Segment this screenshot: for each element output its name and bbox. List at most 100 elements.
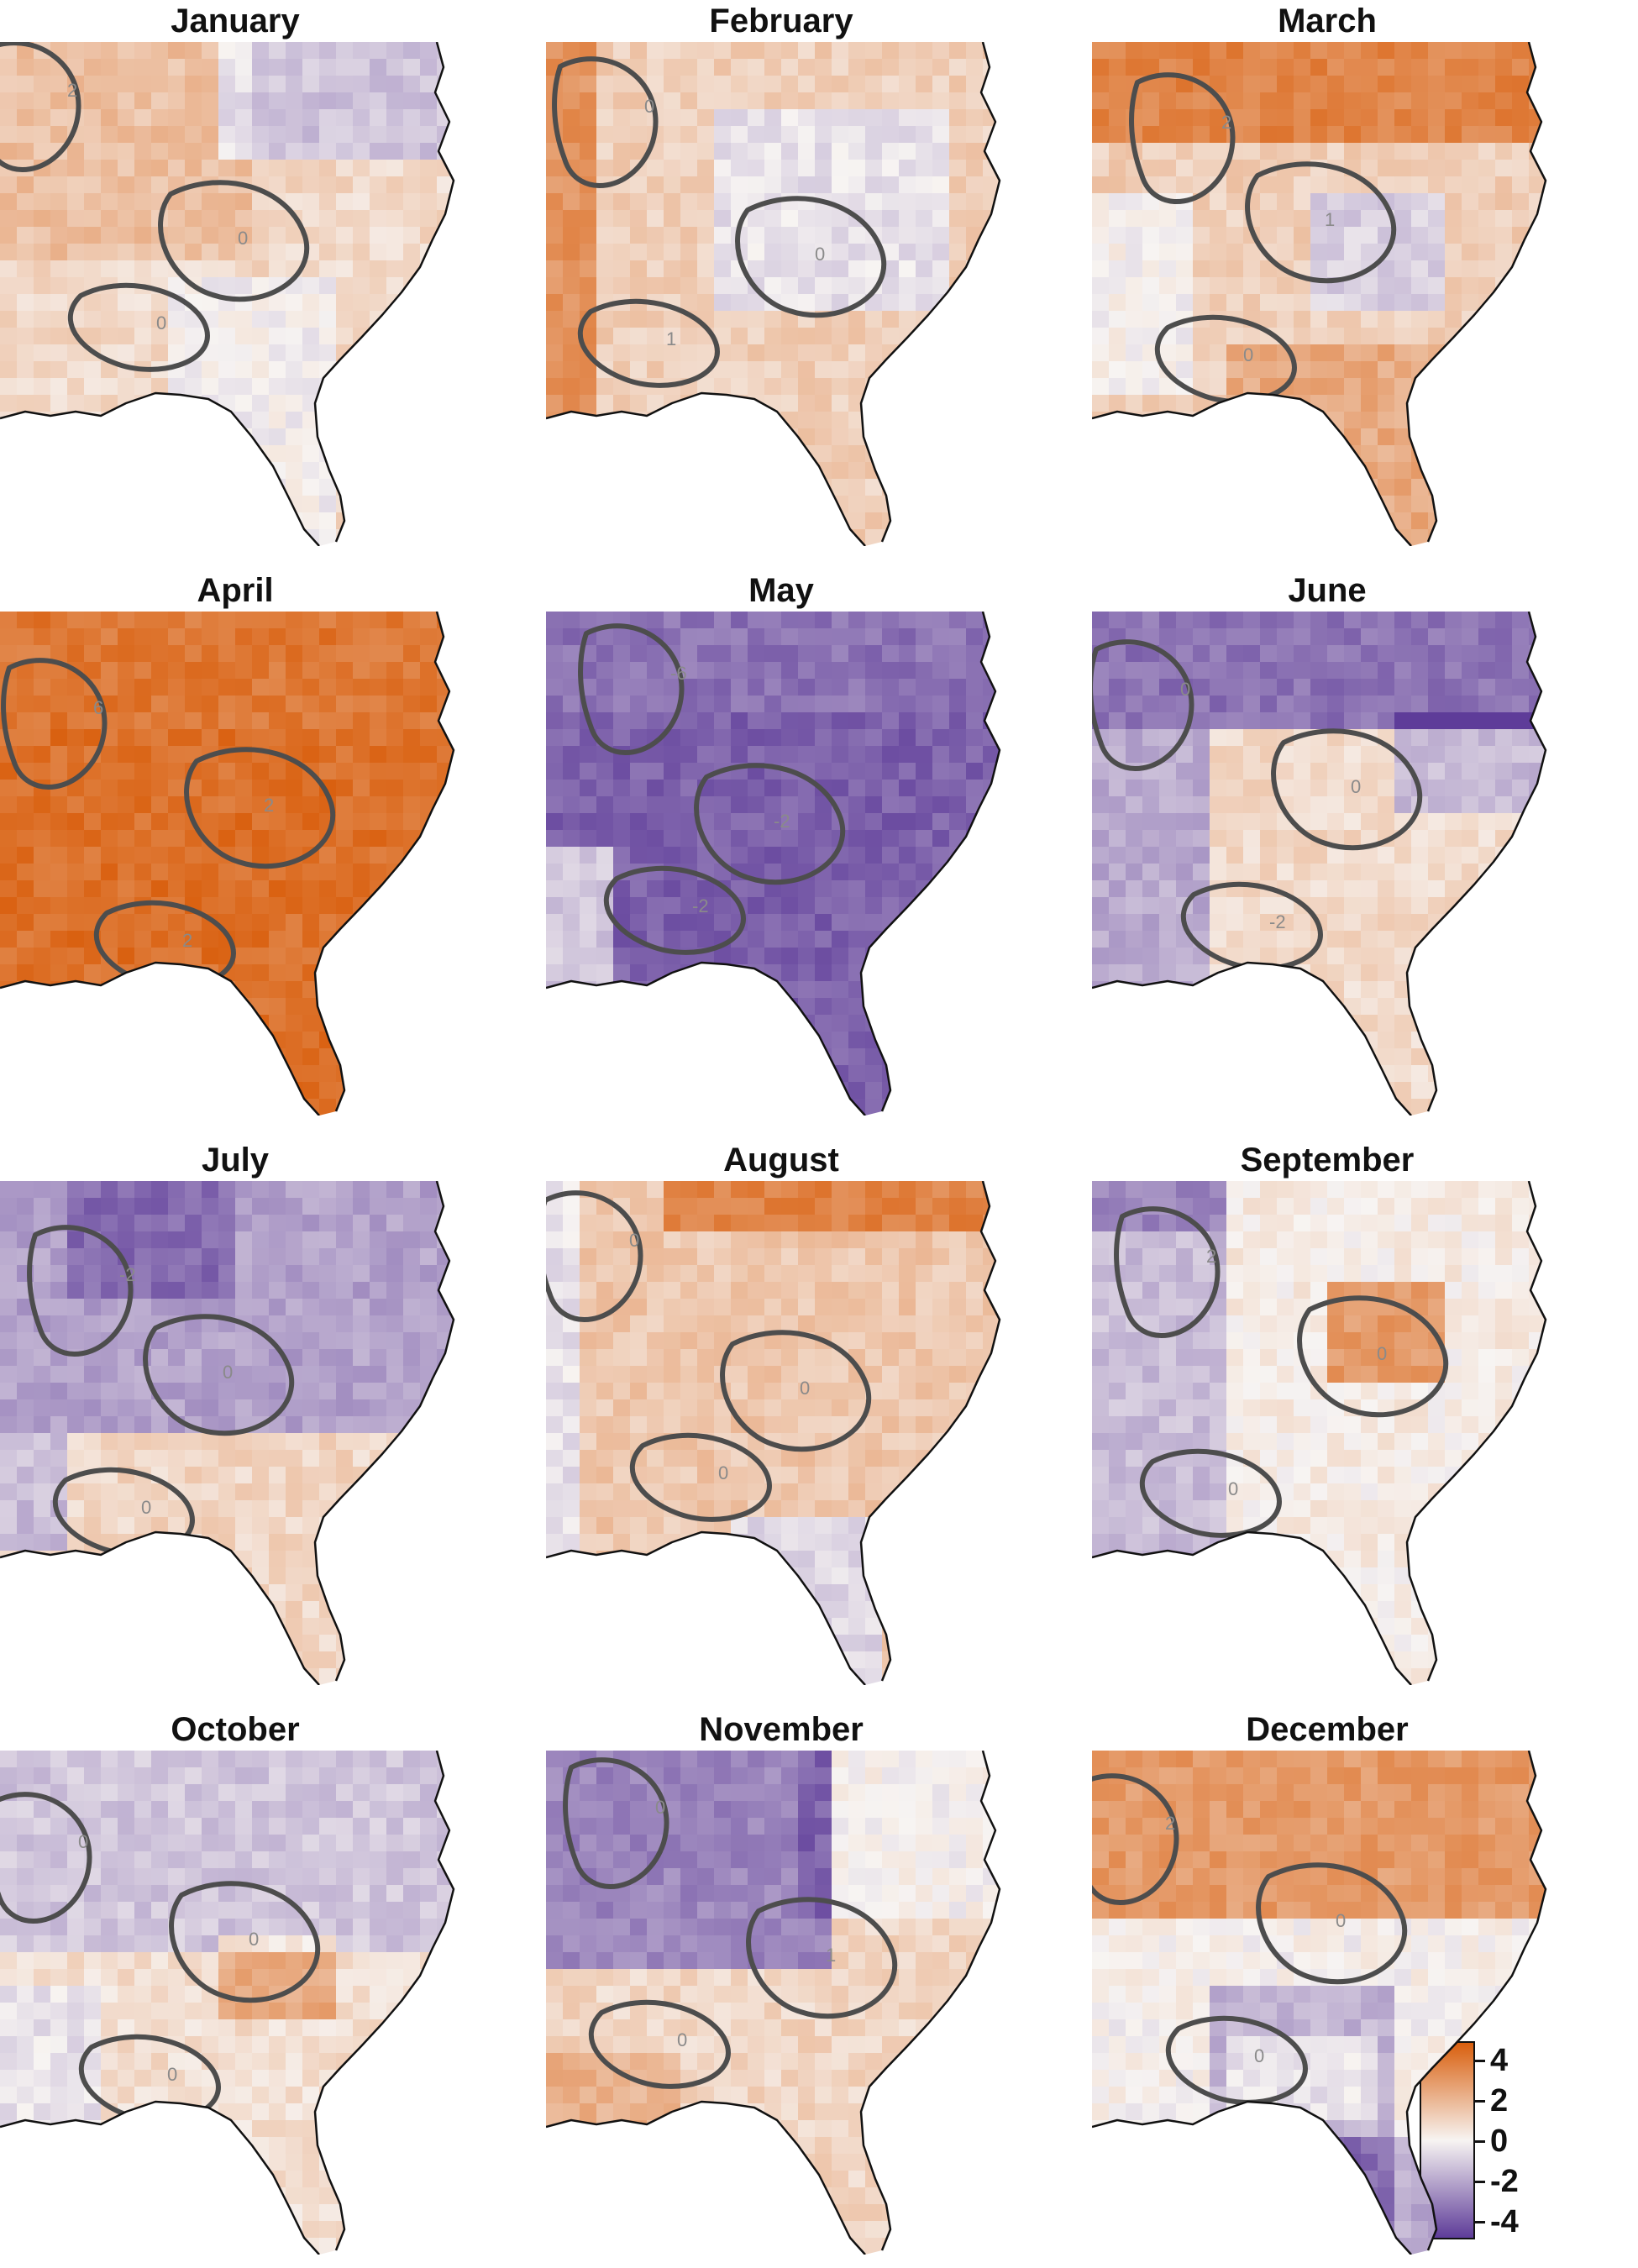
contour-label: -6 <box>670 663 687 684</box>
map-panel-june: June 0 0 -2 <box>1092 570 1562 1116</box>
legend-tick-mark <box>1473 2221 1485 2223</box>
contour-line <box>1092 1773 1179 1906</box>
contour-line <box>27 1225 134 1357</box>
contour-line <box>169 1881 321 2003</box>
map-panel-august: August 0 0 0 <box>546 1139 1016 1685</box>
contour-lines: 0 0 0 <box>546 1190 872 1522</box>
map-panel-september: September 2 0 0 <box>1092 1139 1562 1685</box>
anomaly-map: 0 0 0 <box>546 1181 1001 1685</box>
contour-lines: 2 0 0 <box>1092 1773 1408 2105</box>
coastline <box>546 1751 1001 2255</box>
coastline <box>546 1181 1001 1685</box>
contour-line <box>67 282 210 372</box>
panel-title: April <box>197 572 274 609</box>
contour-label: 2 <box>182 930 192 951</box>
contour-label: 0 <box>1336 1910 1346 1931</box>
legend-tick-label: -4 <box>1490 2204 1519 2239</box>
panel-title: March <box>1278 3 1377 39</box>
contour-line <box>0 42 81 173</box>
coastline <box>1092 1751 1547 2255</box>
contour-label: -2 <box>774 811 790 832</box>
contour-line <box>629 1432 772 1522</box>
contour-label: 2 <box>1221 112 1231 133</box>
contour-lines: 0 0 -2 <box>1092 639 1423 971</box>
legend-tick-mark <box>1473 2100 1485 2103</box>
coastline <box>0 42 455 546</box>
coastline <box>0 612 455 1116</box>
anomaly-map: 0 0 1 <box>546 42 1001 546</box>
contour-line <box>1139 1448 1282 1538</box>
contour-line <box>552 56 659 189</box>
contour-label: 2 <box>67 80 77 101</box>
contour-label: 0 <box>644 96 654 117</box>
contour-line <box>735 196 887 318</box>
map-panel-february: February 0 0 1 <box>546 0 1016 546</box>
anomaly-map: 6 2 2 <box>0 612 455 1116</box>
contour-label: 0 <box>815 244 825 265</box>
contour-label: 0 <box>1228 1478 1238 1499</box>
contour-label: 0 <box>238 228 248 249</box>
anomaly-map: 0 1 0 <box>546 1751 1001 2255</box>
contour-label: 0 <box>78 1831 88 1852</box>
coastline <box>1092 42 1547 546</box>
contour-line <box>1129 72 1236 205</box>
contour-line <box>746 1897 898 2019</box>
contour-line <box>577 298 720 388</box>
panel-title: February <box>709 3 853 39</box>
contour-line <box>1 658 108 790</box>
contour-label: 0 <box>223 1362 233 1383</box>
contour-line <box>0 1792 92 1924</box>
legend-tick-label: 2 <box>1490 2083 1509 2118</box>
contour-label: 0 <box>655 1797 665 1818</box>
panel-title: January <box>171 3 300 39</box>
map-panel-april: April 6 2 2 <box>0 570 470 1116</box>
contour-line <box>1297 1295 1449 1418</box>
contour-label: 0 <box>718 1462 728 1483</box>
contour-label: 2 <box>1206 1246 1216 1267</box>
contour-label: 0 <box>800 1378 810 1399</box>
anomaly-map: -6 -2 -2 <box>546 612 1001 1116</box>
panel-title: May <box>748 572 814 609</box>
panel-title: December <box>1246 1711 1409 1748</box>
contour-line <box>720 1330 872 1452</box>
contour-label: 1 <box>826 1945 836 1966</box>
legend-tick-mark <box>1473 2140 1485 2143</box>
contour-label: 0 <box>249 1929 259 1950</box>
contour-label: 2 <box>1165 1813 1175 1834</box>
contour-lines: 0 0 1 <box>552 56 887 388</box>
panel-title: August <box>723 1142 839 1179</box>
contour-line <box>1154 314 1297 404</box>
contour-line <box>588 1999 731 2089</box>
anomaly-map: 2 0 0 <box>1092 1181 1547 1685</box>
map-panel-january: January 2 0 0 <box>0 0 470 546</box>
panel-title: November <box>699 1711 864 1748</box>
anomaly-map: 2 0 0 <box>1092 1751 1547 2255</box>
anomaly-map: 2 0 0 <box>0 42 455 546</box>
contour-line <box>158 180 310 302</box>
contour-line <box>1271 728 1423 851</box>
contour-label: 0 <box>1243 344 1253 365</box>
contour-line <box>578 623 685 756</box>
legend-tick-label: 4 <box>1490 2043 1509 2078</box>
contour-lines: -6 -2 -2 <box>578 623 846 955</box>
panel-title: September <box>1240 1142 1415 1179</box>
contour-line <box>1256 1862 1408 1985</box>
contour-lines: 2 1 0 <box>1129 72 1397 404</box>
contour-line <box>694 763 846 885</box>
contour-label: 0 <box>1377 1343 1387 1364</box>
contour-lines: 2 0 0 <box>0 42 310 372</box>
map-panel-may: May -6 -2 -2 <box>546 570 1016 1116</box>
panel-title: June <box>1288 572 1367 609</box>
coastline <box>1092 1181 1547 1685</box>
contour-label: -2 <box>692 895 709 916</box>
contour-line <box>1092 639 1194 772</box>
map-panel-july: July -2 0 0 <box>0 1139 470 1685</box>
contour-line <box>546 1190 643 1323</box>
contour-line <box>603 865 746 955</box>
contour-label: 2 <box>264 795 274 816</box>
legend-tick-label: -2 <box>1490 2164 1519 2199</box>
contour-label: -2 <box>1269 911 1286 932</box>
contour-label: -2 <box>119 1264 136 1285</box>
coastline <box>546 42 1001 546</box>
anomaly-map: 2 1 0 <box>1092 42 1547 546</box>
